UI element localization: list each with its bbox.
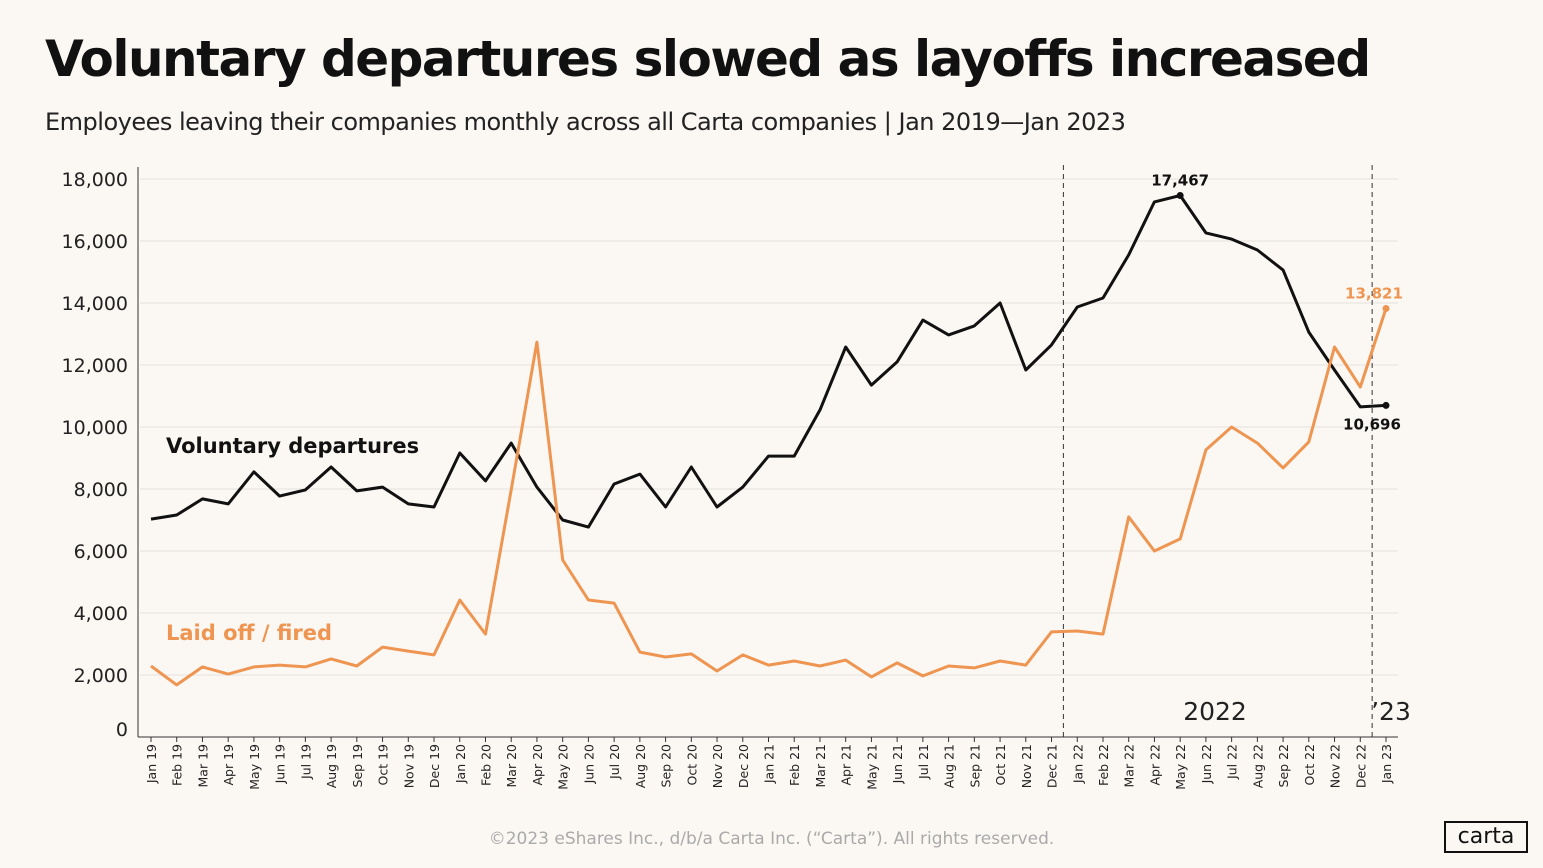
x-tick-label: Nov 19 — [401, 744, 416, 788]
x-tick-label: Feb 21 — [787, 744, 802, 786]
x-tick-label: Aug 20 — [633, 744, 648, 788]
x-tick-label: Jun 19 — [273, 744, 288, 784]
annotation-label: 13,821 — [1345, 285, 1403, 303]
carta-logo: carta — [1444, 821, 1528, 853]
x-tick-label: Mar 21 — [813, 744, 828, 787]
x-tick-label: Mar 20 — [504, 744, 519, 788]
y-tick-label: 4,000 — [74, 603, 128, 625]
x-tick-label: Oct 21 — [993, 744, 1008, 786]
x-tick-label: Feb 19 — [170, 744, 185, 786]
x-tick-label: Apr 20 — [530, 744, 545, 786]
x-tick-label: Sep 19 — [350, 744, 365, 787]
x-tick-label: Nov 22 — [1328, 744, 1343, 788]
x-tick-label: Apr 21 — [839, 744, 854, 786]
x-tick-label: Mar 19 — [195, 744, 210, 788]
x-tick-label: Jul 20 — [607, 744, 622, 780]
x-tick-label: Apr 19 — [221, 744, 236, 786]
x-tick-label: May 20 — [556, 744, 571, 790]
x-tick-label: Mar 22 — [1122, 744, 1137, 787]
x-tick-label: Jun 20 — [581, 744, 596, 784]
x-tick-label: Oct 22 — [1302, 744, 1317, 786]
x-tick-label: Jan 20 — [453, 744, 468, 784]
annotation-marker — [1382, 305, 1390, 313]
x-tick-label: May 21 — [864, 744, 879, 790]
y-tick-label: 18,000 — [62, 169, 128, 191]
x-tick-label: Nov 21 — [1019, 744, 1034, 788]
series-line-voluntary-departures — [150, 194, 1387, 529]
x-tick-label: Aug 19 — [324, 744, 339, 788]
x-tick-label: Jan 23 — [1379, 744, 1394, 784]
x-tick-label: Apr 22 — [1147, 744, 1162, 786]
x-tick-label: Sep 20 — [659, 744, 674, 787]
x-tick-label: Aug 22 — [1250, 744, 1265, 788]
y-tick-label: 2,000 — [74, 665, 128, 687]
x-tick-label: Dec 21 — [1045, 744, 1060, 788]
x-tick-label: Jul 19 — [298, 744, 313, 780]
series-label: Laid off / fired — [166, 621, 332, 645]
x-tick-label: Feb 20 — [478, 744, 493, 786]
annotation-marker — [1176, 192, 1184, 200]
x-tick-label: Nov 20 — [710, 744, 725, 788]
x-tick-label: Jul 22 — [1225, 744, 1240, 780]
y-tick-label: 10,000 — [62, 417, 128, 439]
period-label: 2022 — [1183, 697, 1247, 726]
x-tick-label: Dec 22 — [1353, 744, 1368, 788]
x-tick-label: Jan 19 — [144, 744, 159, 784]
x-tick-label: Oct 19 — [376, 744, 391, 786]
y-tick-label: 14,000 — [62, 293, 128, 315]
x-tick-label: Feb 22 — [1096, 744, 1111, 786]
annotation-label: 17,467 — [1151, 172, 1209, 190]
x-tick-label: Jun 22 — [1199, 744, 1214, 784]
x-tick-label: Jan 21 — [762, 744, 777, 784]
x-tick-label: Dec 20 — [736, 744, 751, 788]
x-tick-label: Aug 21 — [942, 744, 957, 788]
y-tick-label: 0 — [116, 719, 128, 741]
copyright-footer: ©2023 eShares Inc., d/b/a Carta Inc. (“C… — [488, 829, 1055, 849]
series-label: Voluntary departures — [166, 434, 419, 458]
x-tick-label: Jun 21 — [890, 744, 905, 784]
x-tick-label: Jul 21 — [916, 744, 931, 780]
annotation-marker — [1382, 401, 1390, 409]
y-tick-label: 16,000 — [62, 231, 128, 253]
x-tick-label: Sep 22 — [1276, 744, 1291, 787]
y-tick-label: 8,000 — [74, 479, 128, 501]
x-tick-label: Dec 19 — [427, 744, 442, 788]
x-tick-label: May 19 — [247, 744, 262, 790]
y-tick-label: 6,000 — [74, 541, 128, 563]
x-tick-label: Sep 21 — [967, 744, 982, 787]
period-label: ’23 — [1371, 697, 1411, 726]
chart-subtitle: Employees leaving their companies monthl… — [45, 108, 1126, 136]
x-tick-label: Oct 20 — [684, 744, 699, 786]
annotation-label: 10,696 — [1343, 415, 1401, 433]
x-tick-label: May 22 — [1173, 744, 1188, 790]
chart-title: Voluntary departures slowed as layoffs i… — [45, 30, 1371, 88]
y-tick-label: 12,000 — [62, 355, 128, 377]
x-tick-label: Jan 22 — [1070, 744, 1085, 784]
